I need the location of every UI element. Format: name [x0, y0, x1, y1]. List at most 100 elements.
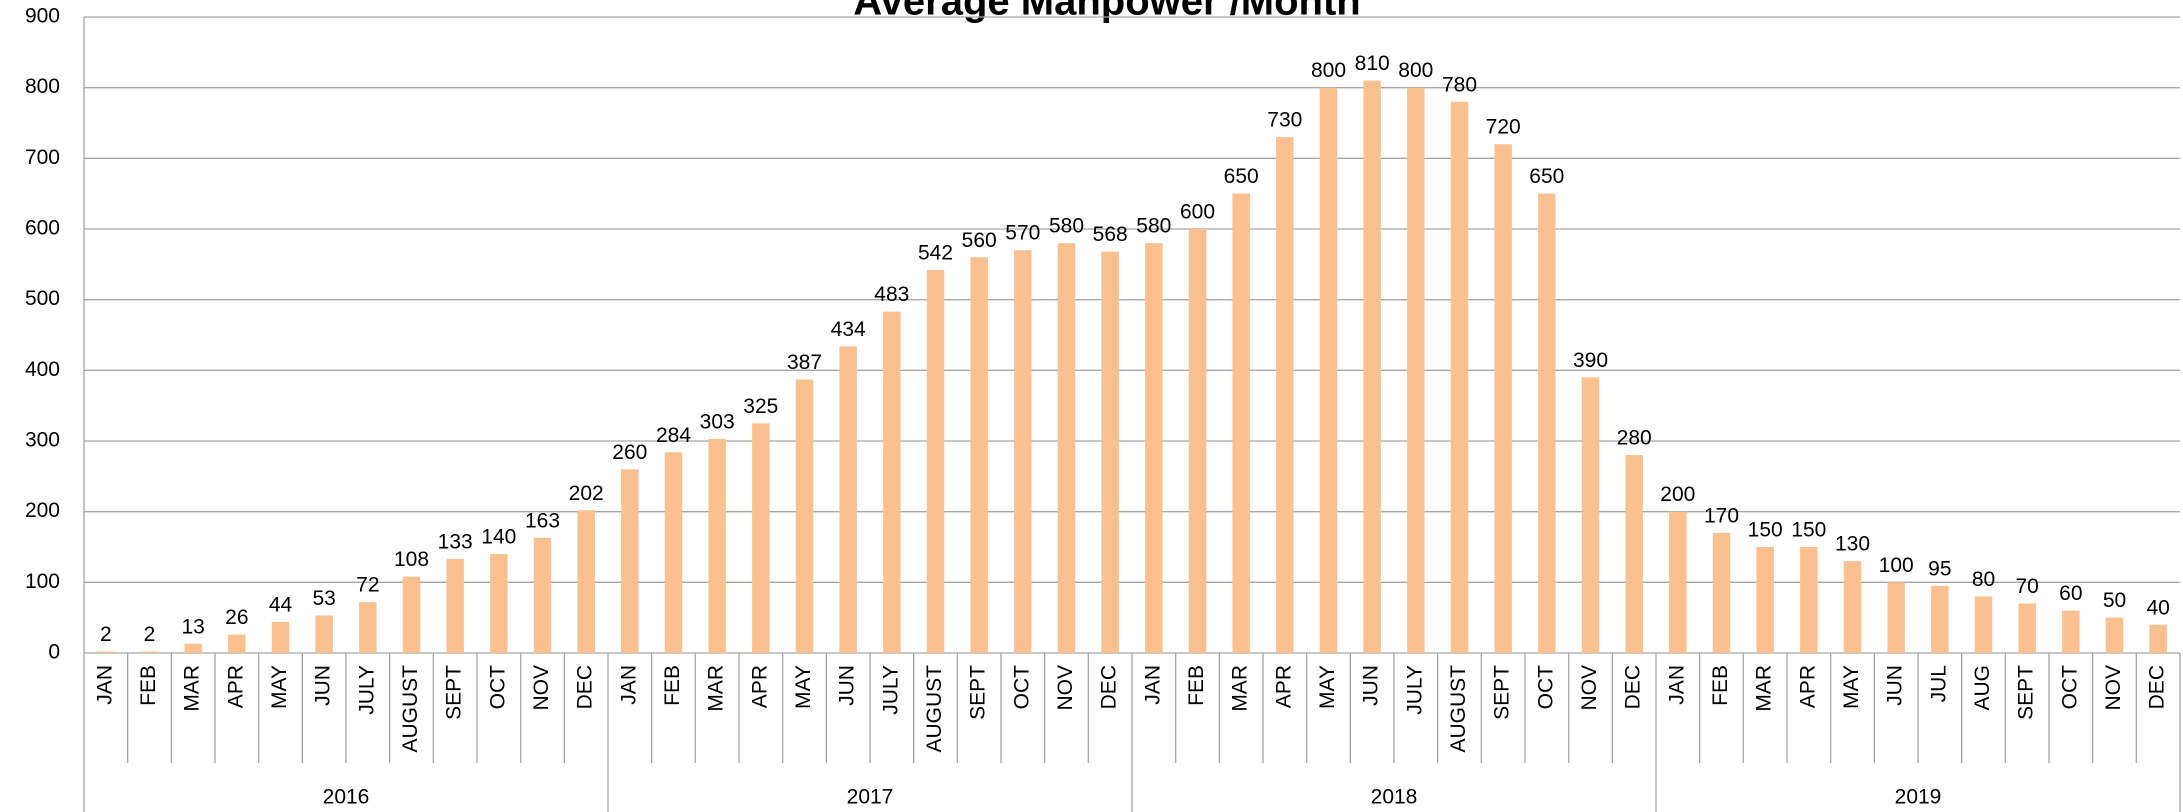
x-tick-label: DEC: [2146, 665, 2169, 709]
data-label: 13: [181, 615, 204, 638]
bar: [97, 651, 115, 653]
bar: [926, 269, 945, 653]
bar: [271, 621, 290, 653]
bar: [1145, 243, 1163, 653]
y-tick-label: 300: [25, 429, 60, 452]
x-tick-label: MAR: [1753, 665, 1776, 712]
data-label: 40: [2146, 596, 2169, 619]
data-label: 70: [2015, 575, 2038, 598]
x-tick-label: MAY: [268, 665, 291, 709]
bar: [228, 634, 246, 653]
x-tick-label: JAN: [617, 665, 640, 705]
x-tick-label: MAY: [1316, 665, 1339, 709]
data-label: 600: [1180, 201, 1215, 224]
bar: [315, 615, 333, 653]
data-label: 483: [874, 283, 909, 306]
x-tick-label: MAR: [1229, 665, 1252, 712]
x-tick-label: FEB: [137, 665, 160, 706]
data-label: 650: [1224, 165, 1259, 188]
data-label: 260: [612, 441, 647, 464]
bar: [2105, 617, 2124, 653]
data-label: 170: [1704, 504, 1739, 527]
bar: [839, 346, 857, 653]
bar: [1974, 596, 1993, 653]
data-label: 80: [1972, 568, 1995, 591]
bar: [2062, 610, 2080, 653]
x-tick-label: JULY: [355, 665, 378, 715]
data-label: 163: [525, 509, 560, 532]
x-tick-label: DEC: [1622, 665, 1645, 709]
bar: [1188, 229, 1207, 653]
data-label: 390: [1573, 349, 1608, 372]
data-label: 780: [1442, 73, 1477, 96]
bar: [1101, 251, 1119, 653]
bar: [1319, 87, 1338, 653]
y-tick-label: 200: [25, 499, 60, 522]
data-label: 560: [962, 229, 997, 252]
x-tick-label: JUN: [836, 665, 859, 706]
x-tick-label: SEPT: [1491, 665, 1514, 720]
data-label: 95: [1928, 557, 1951, 580]
bar: [533, 537, 552, 653]
group-label: 2018: [1371, 786, 1418, 809]
data-label: 150: [1748, 519, 1783, 542]
bar: [1581, 377, 1600, 653]
bar: [490, 554, 508, 653]
x-tick-label: JUN: [312, 665, 335, 706]
x-tick-label: SEPT: [2015, 665, 2038, 720]
data-label: 570: [1005, 222, 1040, 245]
bar: [140, 651, 159, 653]
x-tick-label: DEC: [574, 665, 597, 709]
x-tick-label: AUGUST: [923, 665, 946, 753]
data-label: 60: [2059, 582, 2082, 605]
bar: [664, 452, 683, 653]
x-tick-label: APR: [748, 665, 771, 708]
bar: [1800, 547, 1818, 653]
data-label: 108: [394, 548, 429, 571]
x-tick-label: MAY: [1840, 665, 1863, 709]
data-label: 568: [1093, 223, 1128, 246]
x-tick-label: OCT: [1010, 665, 1033, 710]
x-tick-label: APR: [1272, 665, 1295, 708]
x-tick-label: NOV: [530, 665, 553, 711]
data-label: 133: [438, 531, 473, 554]
data-label: 434: [831, 318, 866, 341]
y-tick-label: 100: [25, 570, 60, 593]
x-tick-label: OCT: [2058, 665, 2081, 710]
bar: [1843, 561, 1862, 653]
bar: [1450, 101, 1469, 654]
bar: [1625, 455, 1643, 653]
data-label: 130: [1835, 533, 1870, 556]
data-label: 650: [1529, 165, 1564, 188]
chart-title: Average Manpower /Month: [853, 0, 1360, 24]
x-tick-label: MAR: [181, 665, 204, 712]
bar: [402, 576, 421, 653]
x-tick-label: AUG: [1971, 665, 1994, 711]
bar: [1887, 582, 1905, 653]
bar: [1712, 532, 1731, 653]
x-tick-label: APR: [1796, 665, 1819, 708]
bar: [1931, 585, 1949, 653]
group-label: 2017: [847, 786, 894, 809]
data-label: 100: [1879, 554, 1914, 577]
x-tick-label: JULY: [879, 665, 902, 715]
bar: [1014, 250, 1032, 653]
data-label: 730: [1267, 109, 1302, 132]
bar: [1494, 144, 1512, 653]
data-label: 2: [100, 623, 112, 646]
x-tick-label: JUN: [1884, 665, 1907, 706]
y-tick-label: 400: [25, 358, 60, 381]
data-label: 44: [269, 593, 293, 616]
data-label: 140: [481, 526, 516, 549]
data-label: 53: [312, 587, 335, 610]
data-label: 202: [569, 482, 604, 505]
x-tick-label: NOV: [1578, 665, 1601, 711]
bar: [970, 257, 988, 653]
data-label: 150: [1791, 519, 1826, 542]
x-tick-label: JAN: [1665, 665, 1688, 705]
x-tick-label: SEPT: [967, 665, 990, 720]
group-label: 2019: [1895, 786, 1942, 809]
x-tick-label: APR: [224, 665, 247, 708]
x-tick-label: SEPT: [443, 665, 466, 720]
